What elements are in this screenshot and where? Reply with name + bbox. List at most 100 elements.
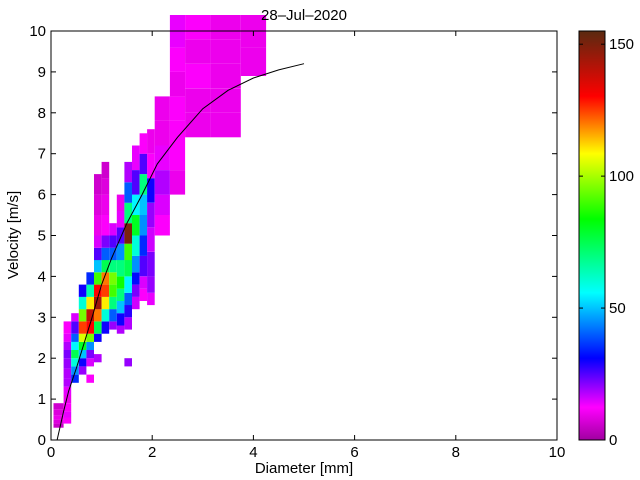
heatmap-cell: [86, 374, 94, 383]
heatmap-cell: [63, 378, 72, 387]
y-tick-label: 8: [38, 105, 46, 122]
heatmap-cell: [139, 153, 148, 175]
heatmap-cell: [116, 313, 125, 326]
heatmap-cell: [109, 272, 117, 285]
heatmap-cell: [63, 368, 72, 379]
y-axis: 0 1 2 3 4 5 6 7 8 9 10: [29, 23, 557, 449]
heatmap-cell: [240, 47, 267, 76]
heatmap-cell: [132, 296, 140, 310]
heatmap-cell: [116, 211, 125, 228]
heatmap-cell: [53, 415, 64, 420]
heatmap-cell: [139, 255, 148, 277]
heatmap-cell: [169, 121, 186, 146]
y-tick-label: 10: [29, 23, 46, 40]
heatmap-cell: [147, 178, 155, 203]
heatmap-cell: [94, 333, 102, 342]
heatmap-cell: [78, 321, 87, 334]
x-axis: 0 2 4 6 8 10: [47, 31, 566, 461]
heatmap-cell: [185, 112, 211, 138]
heatmap-cell: [63, 403, 72, 412]
heatmap-cell: [124, 161, 132, 183]
heatmap-cell: [147, 202, 155, 228]
heatmap-cell: [63, 411, 72, 418]
heatmap-cell: [101, 161, 110, 179]
heatmap-cell: [109, 260, 117, 273]
heatmap-cell: [124, 292, 132, 306]
heatmap-cell: [86, 296, 94, 310]
heatmap-cell: [101, 296, 110, 310]
heatmap-cell: [124, 358, 132, 367]
fit-line: [56, 63, 305, 441]
y-tick-label: 6: [38, 187, 46, 204]
heatmap-cell: [94, 309, 102, 322]
heatmap-cell: [101, 235, 110, 248]
heatmap-cell: [86, 341, 94, 350]
heatmap-cell: [94, 247, 102, 261]
heatmap-cell: [71, 350, 79, 359]
heatmap-cell: [63, 321, 72, 334]
heatmap-cell: [101, 247, 110, 261]
heatmap-cell: [71, 366, 79, 375]
heatmap-cell: [63, 417, 72, 424]
colorbar-tick-label: 100: [609, 168, 634, 185]
heatmap-cell: [109, 235, 117, 248]
heatmap-cell: [132, 170, 140, 195]
heatmap-cell: [185, 63, 211, 89]
heatmap-cell: [94, 215, 102, 236]
heatmap-cell: [147, 129, 155, 154]
y-tick-label: 0: [38, 432, 46, 449]
heatmap-cell: [86, 350, 94, 359]
heatmap-cell: [101, 272, 110, 285]
heatmap-cell: [94, 321, 102, 334]
heatmap-cell: [124, 243, 132, 261]
heatmap-cell: [78, 366, 87, 375]
x-tick-label: 10: [549, 444, 566, 461]
heatmap-cell: [63, 358, 72, 369]
heatmap-cell: [185, 15, 211, 40]
heatmap-cell: [101, 215, 110, 236]
heatmap-cell: [71, 374, 79, 383]
heatmap-cell: [124, 223, 132, 244]
heatmap-cell: [94, 194, 102, 215]
heatmap-cell: [78, 350, 87, 359]
heatmap-cell: [94, 354, 102, 363]
x-tick-label: 6: [350, 444, 358, 461]
heatmap-cell: [78, 358, 87, 367]
heatmap-cell: [139, 276, 148, 289]
heatmap-cell: [139, 174, 148, 195]
heatmap-cell: [139, 215, 148, 236]
heatmap-cell: [124, 305, 132, 318]
y-tick-label: 2: [38, 350, 46, 367]
heatmap-cell: [101, 284, 110, 297]
heatmap-cell: [185, 88, 211, 113]
heatmap-cell: [63, 341, 72, 350]
heatmap-cell: [169, 170, 186, 195]
heatmap-cell: [147, 251, 155, 277]
heatmap-cell: [101, 309, 110, 322]
heatmap-cell: [154, 121, 170, 146]
heatmap-cell: [116, 243, 125, 261]
heatmap-cell: [101, 178, 110, 195]
y-tick-label: 4: [38, 268, 46, 285]
heatmap-cell: [116, 227, 125, 244]
heatmap-cell: [53, 419, 64, 424]
heatmap-cell: [139, 133, 148, 154]
heatmap-cell: [210, 15, 241, 40]
heatmap-cell: [124, 260, 132, 277]
heatmap-cell: [109, 223, 117, 236]
heatmap-cell: [101, 321, 110, 334]
heatmap-cell: [53, 423, 64, 428]
heatmap-cell: [185, 39, 211, 64]
heatmap-cell: [109, 284, 117, 297]
heatmap-cell: [53, 403, 64, 410]
x-tick-label: 8: [452, 444, 460, 461]
heatmap-cell: [169, 71, 186, 97]
y-tick-label: 5: [38, 228, 46, 245]
x-axis-label: Diameter [mm]: [255, 460, 353, 477]
heatmap-cell: [86, 321, 94, 334]
colorbar-tick-label: 150: [609, 36, 634, 53]
heatmap-cell: [63, 395, 72, 404]
heatmap-cell: [109, 296, 117, 310]
colorbar: [578, 30, 606, 441]
